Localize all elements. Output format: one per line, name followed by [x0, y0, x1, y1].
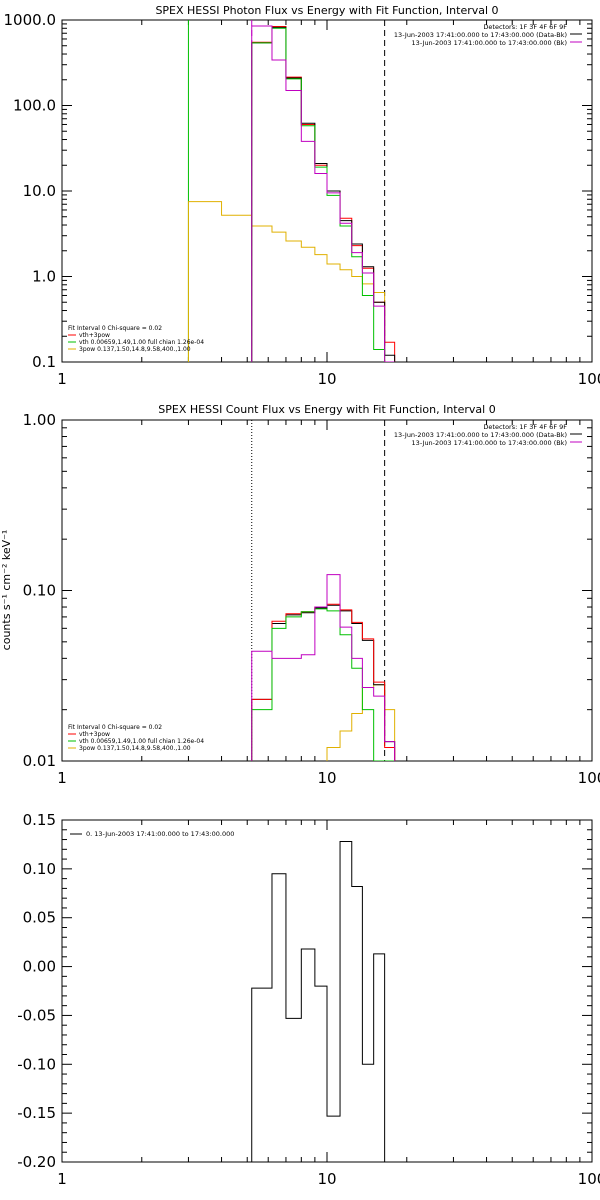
y-tick-label: -0.20	[17, 1153, 56, 1171]
x-tick-label: 10	[317, 1170, 336, 1188]
legend-text: 0. 13-Jun-2003 17:41:00.000 to 17:43:00.…	[86, 830, 234, 838]
y-tick-label: 1.00	[23, 411, 56, 429]
legend-text: vth 0.00659,1.49,1.00 full chian 1.26e-0…	[79, 339, 204, 346]
x-tick-label: 100	[578, 370, 600, 388]
header-text: 13-Jun-2003 17:41:00.000 to 17:43:00.000…	[394, 31, 567, 39]
header-text: 13-Jun-2003 17:41:00.000 to 17:43:00.000…	[412, 439, 567, 447]
series-step-vth	[251, 608, 395, 761]
chart-title: SPEX HESSI Count Flux vs Energy with Fit…	[158, 403, 495, 416]
plot-area	[187, 20, 396, 362]
series-step-vth	[251, 27, 395, 362]
series-step-Bk	[251, 574, 396, 761]
y-tick-label: -0.05	[17, 1006, 56, 1024]
residuals-panel: 1 10 100 -0.20 -0.15 -0.10 -0.05 0.00 0.05 0.10 0.…	[17, 811, 600, 1188]
y-tick-label: 1000.0	[4, 11, 57, 29]
y-tick-label: 10.0	[23, 182, 56, 200]
legend-text: vth 0.00659,1.49,1.00 full chian 1.26e-0…	[79, 738, 204, 745]
y-tick-label: -0.10	[17, 1055, 56, 1073]
x-tick-label: 1	[57, 1170, 67, 1188]
y-tick-label: 0.15	[23, 811, 56, 829]
header-text: 13-Jun-2003 17:41:00.000 to 17:43:00.000…	[412, 39, 567, 47]
y-tick-label: -0.15	[17, 1104, 56, 1122]
legend-text: vth+3pow	[79, 332, 110, 339]
y-tick-label: 0.00	[23, 958, 56, 976]
legend-text: Fit Interval 0 Chi-square = 0.02	[68, 724, 162, 731]
y-tick-label: 0.10	[23, 582, 56, 600]
header-text: 13-Jun-2003 17:41:00.000 to 17:43:00.000…	[394, 431, 567, 439]
y-tick-label: 0.05	[23, 909, 56, 927]
photon-flux-panel: SPEX HESSI Photon Flux vs Energy with Fi…	[4, 4, 600, 388]
y-tick-label: 0.1	[32, 353, 56, 371]
y-tick-label: 1.0	[32, 268, 56, 286]
y-tick-label: 0.10	[23, 860, 56, 878]
y-axis-label: counts s⁻¹ cm⁻² keV⁻¹	[0, 530, 13, 651]
x-tick-label: 1	[57, 769, 67, 787]
legend-text: 3pow 0.137,1.50,14.8,9.58,400.,1.00	[79, 745, 191, 752]
legend-text: Fit Interval 0 Chi-square = 0.02	[68, 325, 162, 332]
series-step-vth+3pow	[251, 603, 396, 761]
series-step-Bk	[251, 25, 395, 362]
series-step-residual	[251, 840, 386, 1162]
x-tick-label: 100	[578, 769, 600, 787]
legend-text: vth+3pow	[79, 731, 110, 738]
legend-text: 3pow 0.137,1.50,14.8,9.58,400.,1.00	[79, 346, 191, 353]
x-tick-label: 10	[317, 769, 336, 787]
x-tick-label: 10	[317, 370, 336, 388]
x-tick-label: 1	[57, 370, 67, 388]
plot-area	[251, 420, 396, 761]
chart-title: SPEX HESSI Photon Flux vs Energy with Fi…	[155, 4, 498, 17]
plot-area	[251, 840, 386, 1162]
header-text: Detectors: 1F 3F 4F 6F 9F	[483, 23, 567, 31]
y-tick-label: 0.01	[23, 752, 56, 770]
y-tick-label: 100.0	[13, 97, 56, 115]
series-step-Data-Bk	[251, 26, 396, 362]
count-flux-panel: SPEX HESSI Count Flux vs Energy with Fit…	[0, 403, 600, 787]
series-step-3pow	[187, 201, 386, 362]
x-tick-label: 100	[578, 1170, 600, 1188]
header-text: Detectors: 1F 3F 4F 6F 9F	[483, 423, 567, 431]
series-step-Data-Bk	[251, 604, 396, 761]
